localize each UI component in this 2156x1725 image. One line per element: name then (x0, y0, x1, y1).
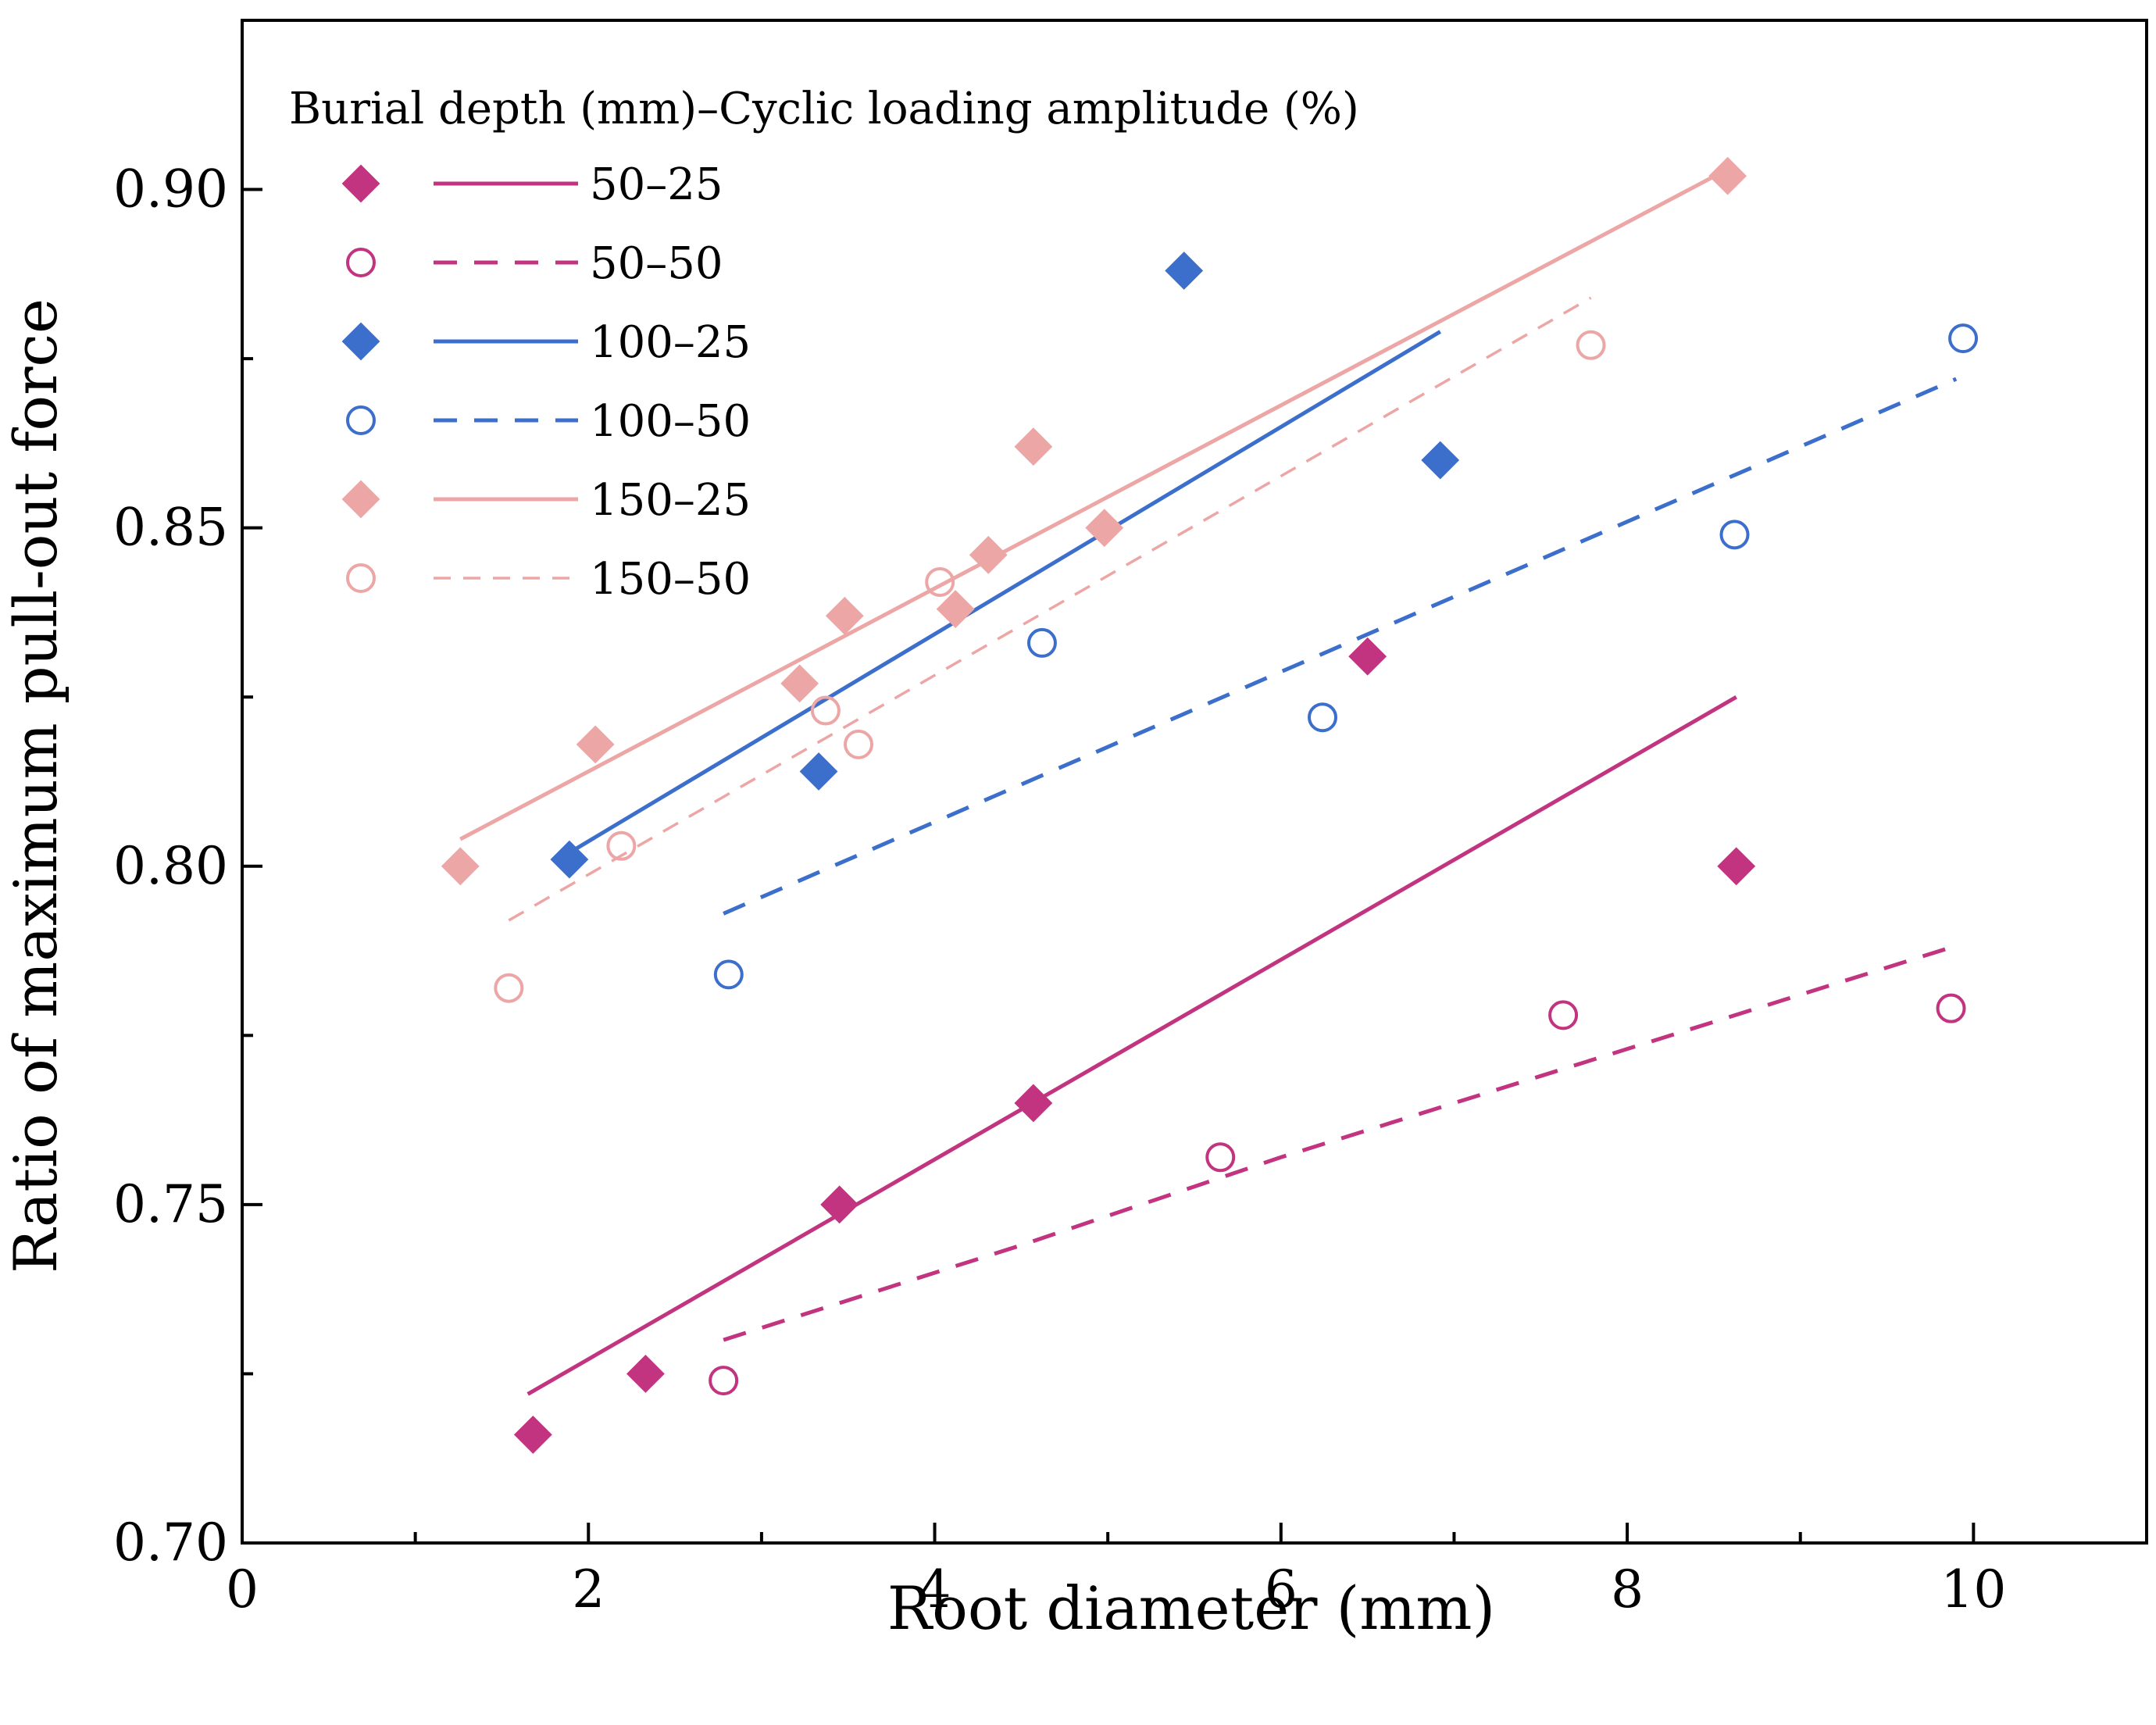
data-point-50-50 (709, 1366, 739, 1396)
x-axis-title: Root diameter (mm) (887, 1573, 1495, 1643)
data-point-150-25 (1085, 509, 1124, 548)
y-tick-label: 0.90 (113, 159, 228, 220)
data-point-150-50 (1576, 330, 1606, 360)
data-point-50-25 (820, 1185, 859, 1224)
data-point-150-50 (810, 695, 841, 726)
legend-label-50-50: 50–50 (590, 238, 723, 289)
x-tick-label: 2 (572, 1559, 605, 1620)
data-point-150-25 (441, 847, 480, 886)
x-tick-label: 6 (1265, 1559, 1298, 1620)
axes: 0 2 4 6 8 10 0.70 0.75 0.80 0.85 0.90 (113, 19, 2148, 1620)
data-point-150-25 (780, 664, 819, 703)
data-point-150-50 (606, 830, 637, 861)
data-point-100-50 (1719, 520, 1750, 550)
data-point-150-25 (825, 596, 864, 635)
legend-label-100-25: 100–25 (590, 317, 751, 368)
plot-frame (241, 19, 2148, 1545)
data-point-150-25 (576, 725, 615, 764)
data-point-50-50 (1205, 1142, 1236, 1173)
y-tick-label: 0.75 (113, 1174, 228, 1234)
x-tick-label: 10 (1940, 1559, 2006, 1620)
legend-marker-50-25 (341, 164, 380, 203)
x-tick-label: 0 (226, 1559, 259, 1620)
legend-label-100-50: 100–50 (590, 396, 751, 447)
legend-marker-100-50 (346, 405, 376, 435)
legend-label-50-25: 50–25 (590, 159, 723, 210)
data-point-100-25 (799, 752, 838, 791)
legend-marker-100-25 (341, 322, 380, 361)
fit-lines (459, 167, 1958, 1396)
data-point-50-50 (1548, 1000, 1579, 1030)
data-point-100-25 (1165, 252, 1204, 290)
data-point-150-25 (1014, 427, 1053, 466)
fit-line-50-25 (527, 695, 1737, 1396)
fit-line-150-25 (459, 167, 1729, 841)
fit-line-100-50 (723, 377, 1958, 916)
y-tick-label: 0.85 (113, 498, 228, 558)
legend-marker-50-50 (346, 248, 376, 277)
data-point-50-25 (1348, 637, 1387, 676)
legend-marker-150-25 (341, 480, 380, 519)
legend-marker-150-50 (346, 563, 376, 593)
legend-label-150-25: 150–25 (590, 475, 751, 526)
data-point-100-25 (1421, 441, 1460, 480)
data-point-100-50 (1308, 702, 1338, 733)
legend-title: Burial depth (mm)–Cyclic loading amplitu… (289, 84, 1359, 134)
data-point-100-50 (713, 959, 744, 990)
y-tick-label: 0.70 (113, 1512, 228, 1573)
x-tick-label: 8 (1611, 1559, 1644, 1620)
fit-line-50-50 (723, 945, 1952, 1342)
data-point-150-50 (925, 566, 955, 597)
data-point-50-25 (1014, 1084, 1053, 1123)
data-point-100-50 (1948, 323, 1979, 354)
data-point-50-50 (1936, 993, 1966, 1023)
x-tick-label: 4 (919, 1559, 951, 1620)
legend-label-150-50: 150–50 (590, 554, 751, 605)
data-point-50-25 (626, 1355, 665, 1393)
data-point-150-25 (969, 535, 1008, 574)
data-markers (441, 156, 1979, 1454)
data-point-100-50 (1026, 627, 1057, 658)
y-tick-label: 0.80 (113, 836, 228, 896)
data-point-50-25 (513, 1415, 552, 1454)
fit-line-150-50 (508, 296, 1592, 922)
data-point-150-25 (1708, 156, 1747, 195)
y-axis-title: Ratio of maximum pull-out force (1, 298, 70, 1273)
data-point-150-50 (494, 973, 524, 1003)
data-point-100-25 (550, 840, 589, 879)
data-point-150-50 (844, 729, 874, 759)
data-point-50-25 (1717, 847, 1756, 886)
data-point-150-25 (936, 590, 975, 629)
legend: Burial depth (mm)–Cyclic loading amplitu… (289, 84, 1359, 605)
fit-line-100-25 (568, 330, 1442, 855)
